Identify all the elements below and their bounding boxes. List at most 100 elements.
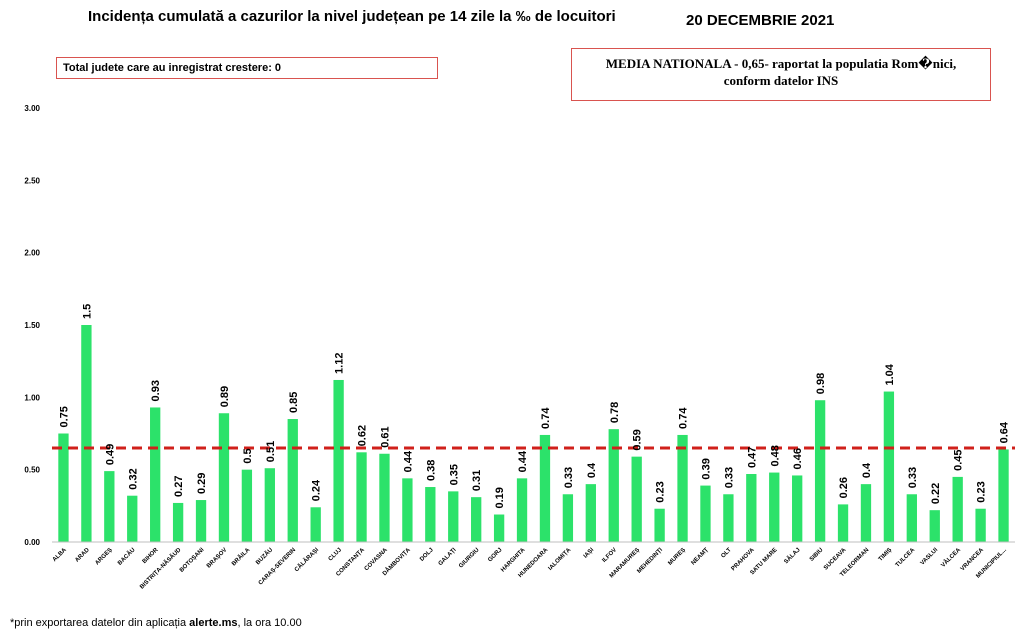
data-label: 0.49 — [104, 444, 116, 465]
data-labels: 0.75 1.5 0.49 0.32 0.93 0.27 0.29 0.89 0.5 0.51 0.… — [58, 304, 1010, 509]
data-label: 0.22 — [930, 483, 942, 504]
bar — [150, 407, 161, 542]
data-label: 0.33 — [563, 467, 575, 488]
category-label: TULCEA — [895, 547, 917, 569]
data-label: 0.5 — [242, 448, 254, 463]
data-label: 0.45 — [953, 449, 965, 470]
category-label: NEAMȚ — [691, 547, 711, 567]
category-label: MUREȘ — [667, 547, 687, 567]
data-label: 0.4 — [861, 462, 873, 478]
data-label: 0.39 — [700, 458, 712, 479]
y-tick-label: 0.00 — [24, 538, 40, 547]
bar — [883, 391, 895, 542]
bar — [402, 478, 413, 542]
y-tick-label: 3.00 — [24, 104, 40, 113]
category-label: TIMIȘ — [878, 547, 894, 563]
category-label: BIHOR — [142, 547, 160, 565]
data-label: 0.44 — [517, 450, 529, 472]
data-label: 0.19 — [494, 487, 506, 508]
bar — [837, 504, 849, 542]
data-label: 0.62 — [357, 425, 369, 446]
category-label: IALOMIȚA — [548, 547, 573, 572]
x-axis: ALBA ARAD ARGEȘ BACĂU BIHORBISTRIȚA-NĂSĂUDBO… — [52, 541, 1015, 591]
growth-info-text: Total judete care au inregistrat crester… — [63, 62, 282, 74]
footnote-app: alerte.ms — [189, 617, 238, 629]
data-label: 0.64 — [999, 421, 1011, 443]
bar — [58, 433, 69, 542]
category-label: SIBIU — [809, 547, 825, 563]
data-label: 0.46 — [792, 448, 804, 469]
data-label: 0.32 — [127, 468, 139, 489]
category-label: SĂLAJ — [783, 546, 802, 565]
bar — [81, 325, 92, 542]
data-label: 0.38 — [425, 460, 437, 481]
bar — [241, 469, 253, 542]
data-label: 0.33 — [723, 467, 735, 488]
y-axis: 0.00 0.50 1.00 1.50 2.00 2.50 3.00 — [24, 104, 40, 547]
data-label: 0.59 — [632, 429, 644, 450]
data-label: 1.04 — [884, 363, 896, 385]
bar — [195, 500, 207, 542]
y-tick-label: 0.50 — [24, 466, 40, 475]
category-label: IAȘI — [583, 547, 596, 560]
bar — [333, 379, 344, 542]
category-label: BRĂILA — [230, 546, 251, 567]
data-label: 0.35 — [448, 464, 460, 485]
national-average-box: MEDIA NATIONALA - 0,65- raportat la popu… — [571, 48, 991, 101]
bar — [471, 497, 482, 542]
bar — [746, 474, 757, 542]
category-label: BISTRIȚA-NĂSĂUD — [138, 546, 183, 591]
bar — [585, 484, 596, 542]
category-label: BUZĂU — [254, 546, 274, 566]
bar — [654, 508, 665, 542]
bar — [906, 494, 917, 542]
bar — [516, 478, 528, 542]
y-tick-label: 2.50 — [24, 176, 40, 185]
bar — [998, 449, 1009, 542]
category-label: GALAȚI — [438, 547, 458, 567]
data-label: 0.44 — [402, 450, 414, 472]
category-label: OLT — [720, 547, 733, 560]
y-tick-label: 1.50 — [24, 321, 40, 330]
data-label: 0.23 — [655, 481, 667, 502]
data-label: 0.4 — [586, 462, 598, 478]
data-label: 0.23 — [976, 481, 988, 502]
bar — [860, 484, 872, 542]
data-label: 0.48 — [769, 445, 781, 466]
bar — [608, 429, 619, 542]
bar — [975, 508, 986, 542]
footnote-suffix: , la ora 10.00 — [237, 617, 302, 629]
data-label: 0.29 — [196, 473, 208, 494]
data-label: 0.33 — [907, 467, 919, 488]
bar — [814, 400, 826, 542]
data-label: 0.51 — [265, 441, 277, 462]
data-label: 0.75 — [58, 406, 70, 427]
bar — [425, 487, 436, 542]
bar — [562, 494, 574, 542]
national-average-line1: MEDIA NATIONALA - 0,65- raportat la popu… — [605, 56, 957, 71]
category-label: GIURGIU — [458, 547, 480, 569]
y-tick-label: 1.00 — [24, 393, 40, 402]
category-label: BOTOȘANI — [179, 547, 206, 574]
category-label: BACĂU — [116, 546, 136, 566]
data-label: 0.26 — [838, 477, 850, 498]
bar — [631, 456, 642, 542]
bar — [356, 452, 367, 542]
footnote: *prin exportarea datelor din aplicația a… — [10, 617, 302, 629]
category-label: ARAD — [74, 547, 91, 564]
category-label: ILFOV — [601, 547, 618, 564]
data-label: 0.61 — [379, 426, 391, 447]
data-label: 0.98 — [815, 373, 827, 394]
bar — [952, 476, 963, 542]
data-label: 1.12 — [334, 353, 346, 374]
data-label: 0.85 — [288, 392, 300, 413]
data-label: 0.78 — [609, 402, 621, 423]
bar — [287, 419, 298, 542]
bar — [172, 502, 184, 542]
category-label: ARGEȘ — [94, 547, 113, 566]
bar — [104, 471, 115, 542]
data-label: 1.5 — [81, 304, 93, 319]
bar — [127, 495, 138, 542]
bar — [700, 485, 711, 542]
